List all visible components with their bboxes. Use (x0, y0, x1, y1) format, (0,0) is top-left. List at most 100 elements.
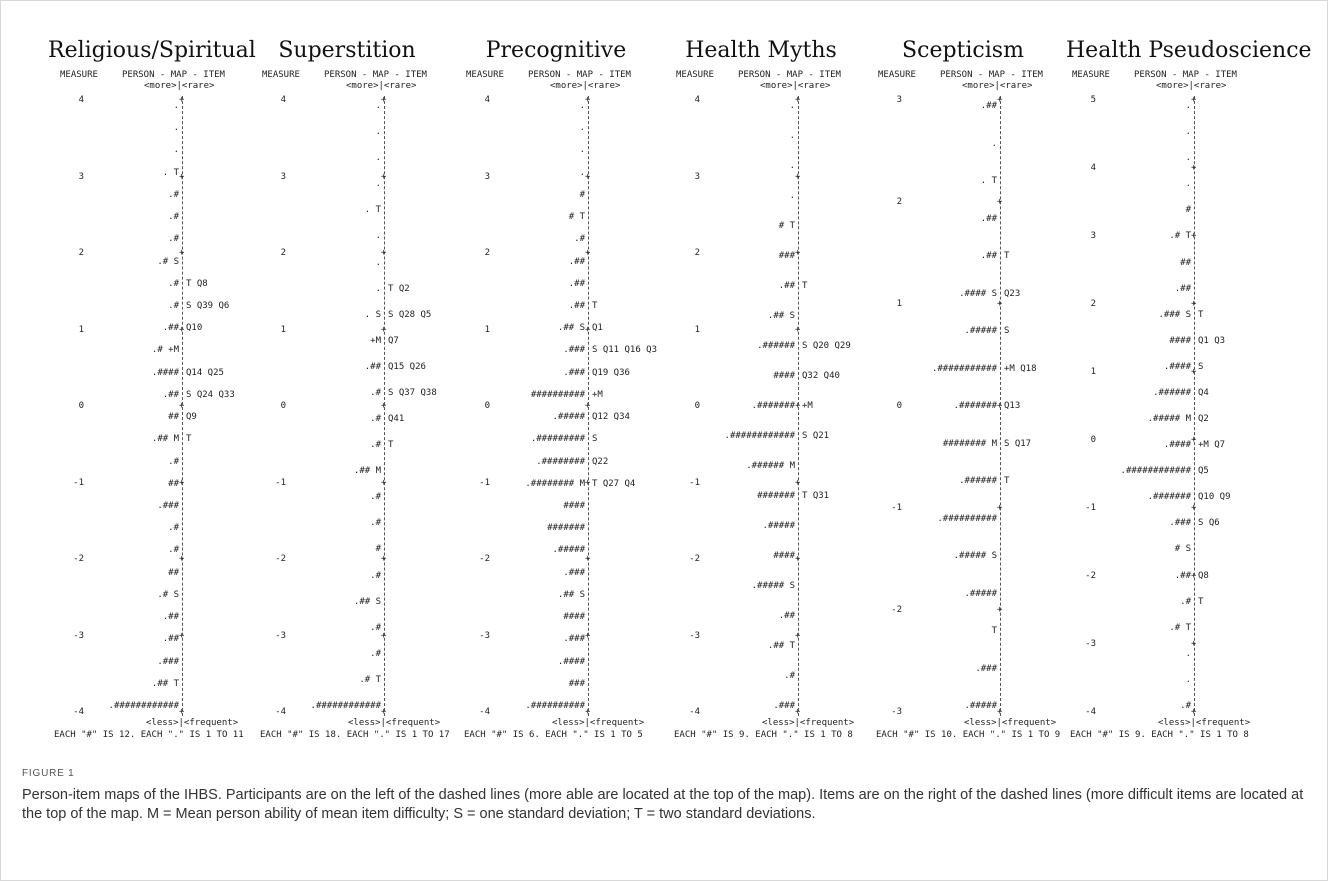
person-distribution: #### (773, 551, 795, 561)
map-panel: Scepticism MEASURE PERSON - MAP - ITEM <mor… (876, 38, 1068, 748)
dashed-axis (182, 96, 183, 716)
person-distribution: .# (1180, 701, 1191, 711)
bottom-marker: <less>|<frequent> (146, 718, 239, 728)
axis-tick-mark: + (179, 554, 185, 564)
item-labels: T (592, 301, 598, 311)
measure-tick-label: 3 (78, 171, 84, 182)
measure-tick-label: -1 (689, 477, 700, 488)
person-distribution: . (1185, 101, 1191, 111)
axis-tick-mark: + (585, 707, 591, 717)
measure-tick-label: 1 (484, 324, 490, 335)
item-labels: Q2 (1198, 414, 1209, 425)
person-distribution: . (375, 127, 381, 138)
measure-tick-label: -2 (479, 554, 490, 564)
person-distribution: .## (162, 634, 179, 645)
person-distribution: .### (157, 656, 179, 667)
measure-tick-label: 4 (280, 95, 286, 105)
axis-tick-mark: + (381, 554, 387, 564)
measure-tick-label: 4 (484, 95, 490, 105)
axis-tick-mark: + (381, 630, 387, 641)
person-distribution: .# (168, 234, 179, 245)
item-labels: S Q17 (1004, 438, 1032, 449)
person-distribution: ######## M (942, 438, 997, 449)
axis-tick-mark: + (795, 554, 801, 564)
measure-tick-label: -3 (73, 630, 84, 641)
person-distribution: .######## (536, 456, 585, 467)
item-labels: T (1004, 251, 1010, 261)
item-labels: S (592, 434, 598, 445)
person-distribution: +M (370, 335, 381, 346)
axis-tick-mark: + (795, 630, 801, 641)
person-distribution: . (1185, 127, 1191, 138)
person-distribution: .### (563, 345, 585, 356)
item-labels: S Q39 Q6 (186, 301, 230, 311)
person-distribution: .### (563, 367, 585, 378)
measure-tick-label: -4 (73, 707, 84, 717)
person-distribution: .# +M (151, 345, 179, 356)
measure-header: MEASURE (1072, 70, 1110, 80)
person-distribution: # S (1174, 544, 1191, 555)
item-labels: S Q24 Q33 (186, 389, 235, 400)
person-distribution: .## (568, 301, 585, 311)
measure-tick-label: 0 (280, 401, 286, 411)
person-distribution: ####### (757, 491, 795, 501)
axis-tick-mark: + (381, 95, 387, 105)
measure-tick-label: -1 (1085, 503, 1096, 513)
person-distribution: .# (370, 648, 381, 659)
person-distribution: .##### (964, 588, 997, 599)
person-distribution: .## (162, 389, 179, 400)
bottom-marker: <less>|<frequent> (964, 718, 1057, 728)
measure-tick-label: -3 (689, 630, 700, 641)
measure-tick-label: 2 (484, 248, 490, 258)
item-labels: S Q37 Q38 (388, 387, 437, 398)
person-distribution: .##### (964, 326, 997, 336)
measure-tick-label: -4 (1085, 707, 1096, 717)
item-labels: Q41 (388, 414, 405, 425)
axis-tick-mark: + (381, 248, 387, 258)
person-distribution: . (1185, 648, 1191, 659)
person-distribution: .## (980, 251, 997, 261)
panel-title: Scepticism (902, 38, 1024, 63)
person-distribution: .# (370, 518, 381, 529)
person-distribution: .## (1174, 283, 1191, 294)
person-distribution: . (375, 179, 381, 190)
person-distribution: .#### (1163, 440, 1191, 451)
axis-tick-mark: + (997, 95, 1003, 105)
person-distribution: .############ (724, 431, 795, 441)
axis-tick-mark: + (585, 401, 591, 411)
person-distribution: .# (370, 414, 381, 425)
person-distribution: .## T (151, 678, 179, 689)
measure-tick-label: 0 (484, 401, 490, 411)
person-distribution: .## (980, 101, 997, 111)
axis-tick-mark: + (1191, 503, 1197, 513)
figure-caption: Person-item maps of the IHBS. Participan… (22, 787, 1304, 822)
person-distribution: .## M (151, 434, 179, 445)
person-distribution: .# (370, 622, 381, 633)
top-marker: <more>|<rare> (1156, 81, 1227, 91)
top-marker: <more>|<rare> (550, 81, 621, 91)
item-labels: Q1 Q3 (1198, 335, 1226, 346)
axis-tick-mark: + (795, 477, 801, 488)
item-labels: S Q6 (1198, 518, 1220, 529)
person-distribution: .##### S (751, 581, 795, 591)
measure-tick-label: -2 (1085, 571, 1096, 581)
measure-tick-label: 1 (280, 324, 286, 335)
person-distribution: .####### (1147, 492, 1191, 503)
top-marker: <more>|<rare> (760, 81, 831, 91)
measure-tick-label: 3 (280, 171, 286, 182)
axis-tick-mark: + (795, 324, 801, 335)
measure-tick-label: 5 (1090, 95, 1096, 105)
person-distribution: . (375, 101, 381, 111)
item-labels: T (388, 440, 394, 451)
axis-tick-mark: + (585, 630, 591, 641)
top-marker: <more>|<rare> (144, 81, 215, 91)
axis-tick-mark: + (585, 248, 591, 258)
top-marker: <more>|<rare> (346, 81, 417, 91)
person-distribution: . T (980, 176, 997, 186)
panel-title: Precognitive (485, 38, 627, 63)
person-distribution: . (789, 101, 795, 111)
dashed-axis (1194, 96, 1195, 716)
measure-tick-label: 1 (78, 324, 84, 335)
map-header: PERSON - MAP - ITEM (324, 70, 427, 80)
axis-tick-mark: + (179, 248, 185, 258)
